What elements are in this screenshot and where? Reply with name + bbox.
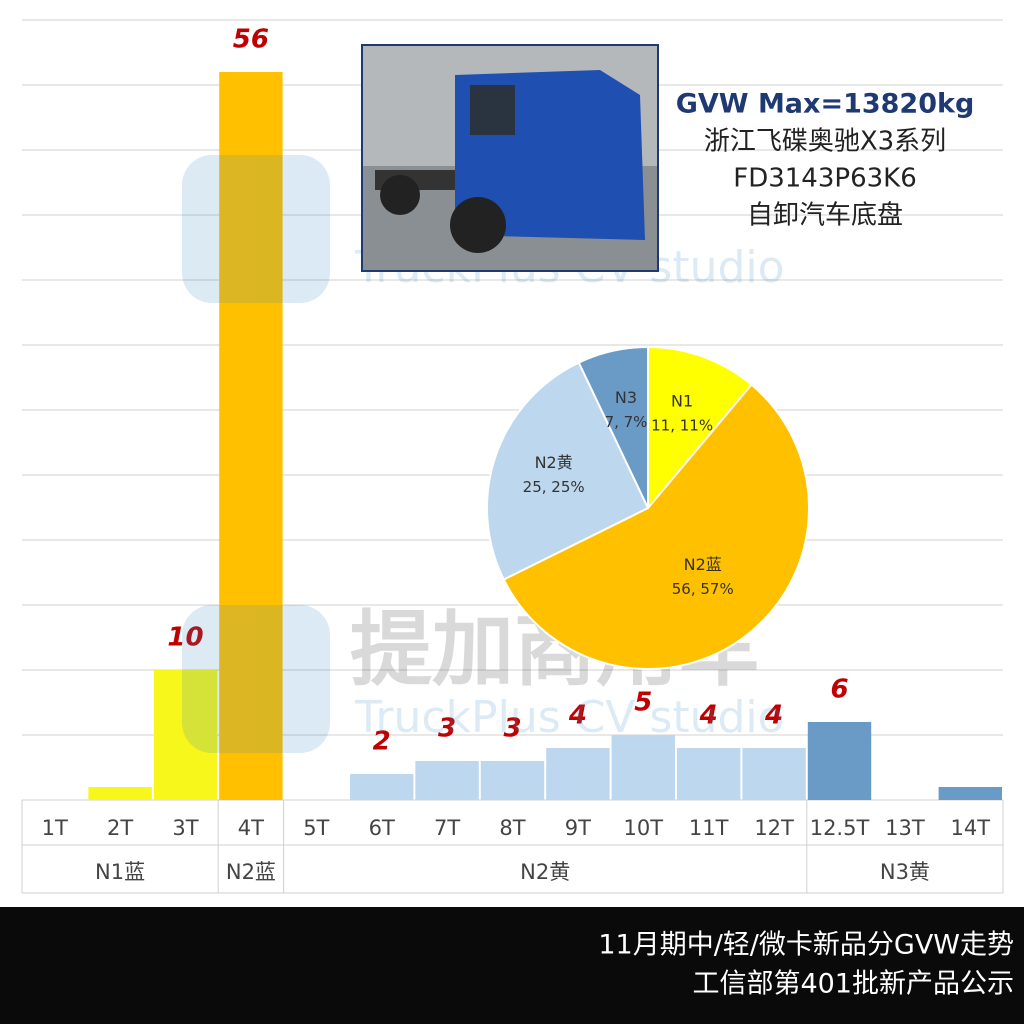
data-label: 10	[167, 623, 203, 653]
slice-value-label: 56, 57%	[672, 580, 734, 598]
info-line: 浙江飞碟奥驰X3系列	[704, 127, 946, 157]
photo-wheel	[450, 197, 506, 253]
data-label: 5	[634, 688, 652, 718]
bar	[938, 787, 1002, 800]
slice-label: N1	[671, 392, 693, 411]
bar	[677, 748, 741, 800]
x-tick-label: 1T	[42, 816, 68, 840]
footer-line: 11月期中/轻/微卡新品分GVW走势	[598, 930, 1014, 961]
x-tick-label: 7T	[434, 816, 460, 840]
bar	[611, 735, 675, 800]
x-tick-label: 8T	[499, 816, 525, 840]
x-tick-label: 10T	[624, 816, 664, 840]
x-tick-label: 14T	[951, 816, 991, 840]
group-label: N2蓝	[226, 860, 276, 884]
x-tick-label: 11T	[689, 816, 729, 840]
photo-wheel	[380, 175, 420, 215]
info-text: GVW Max=13820kg 浙江飞碟奥驰X3系列 FD3143P63K6 自卸汽车…	[676, 89, 975, 231]
x-tick-label: 5T	[303, 816, 329, 840]
pie-slice	[502, 383, 810, 670]
group-label: N2黄	[520, 860, 570, 884]
slice-label: N3	[615, 388, 637, 407]
slice-value-label: 7, 7%	[605, 413, 648, 431]
data-label: 56	[233, 25, 269, 55]
slice-value-label: 25, 25%	[523, 478, 585, 496]
x-tick-label: 9T	[565, 816, 591, 840]
watermark-logo	[182, 605, 330, 753]
bar	[742, 748, 806, 800]
x-tick-label: 12T	[754, 816, 794, 840]
data-label: 3	[503, 714, 521, 744]
info-line: GVW Max=13820kg	[676, 89, 975, 120]
x-tick-label: 6T	[369, 816, 395, 840]
x-tick-label: 12.5T	[810, 816, 870, 840]
slice-value-label: 11, 11%	[651, 417, 713, 435]
bar	[350, 774, 414, 800]
bar	[153, 670, 218, 800]
watermark-text: TruckPlus CV studio	[354, 692, 785, 743]
group-label: N1蓝	[95, 860, 145, 884]
bar	[546, 748, 610, 800]
data-label: 3	[438, 714, 456, 744]
x-tick-label: 13T	[885, 816, 925, 840]
pie-slice	[486, 361, 650, 581]
bar	[807, 722, 872, 800]
data-label: 4	[568, 701, 587, 731]
x-tick-label: 2T	[107, 816, 133, 840]
bar	[415, 761, 479, 800]
data-label: 2	[373, 727, 391, 757]
slice-label: N2蓝	[684, 555, 722, 574]
bar	[480, 761, 545, 800]
slice-label: N2黄	[535, 453, 573, 472]
info-line: FD3143P63K6	[733, 164, 917, 194]
photo-window	[470, 85, 515, 135]
pie-slice	[647, 345, 753, 511]
truck-photo	[361, 44, 659, 272]
data-label: 6	[830, 675, 848, 705]
footer-line: 工信部第401批新产品公示	[692, 969, 1014, 1000]
data-label: 4	[699, 701, 718, 731]
bar	[219, 72, 283, 800]
x-tick-label: 3T	[172, 816, 198, 840]
x-tick-label: 4T	[238, 816, 264, 840]
footer-band	[0, 907, 1024, 1024]
info-line: 自卸汽车底盘	[747, 201, 903, 231]
pie-slice	[577, 345, 649, 509]
group-label: N3黄	[880, 860, 930, 884]
watermark-logo	[182, 155, 330, 303]
data-label: 4	[764, 701, 783, 731]
bar	[88, 787, 152, 800]
